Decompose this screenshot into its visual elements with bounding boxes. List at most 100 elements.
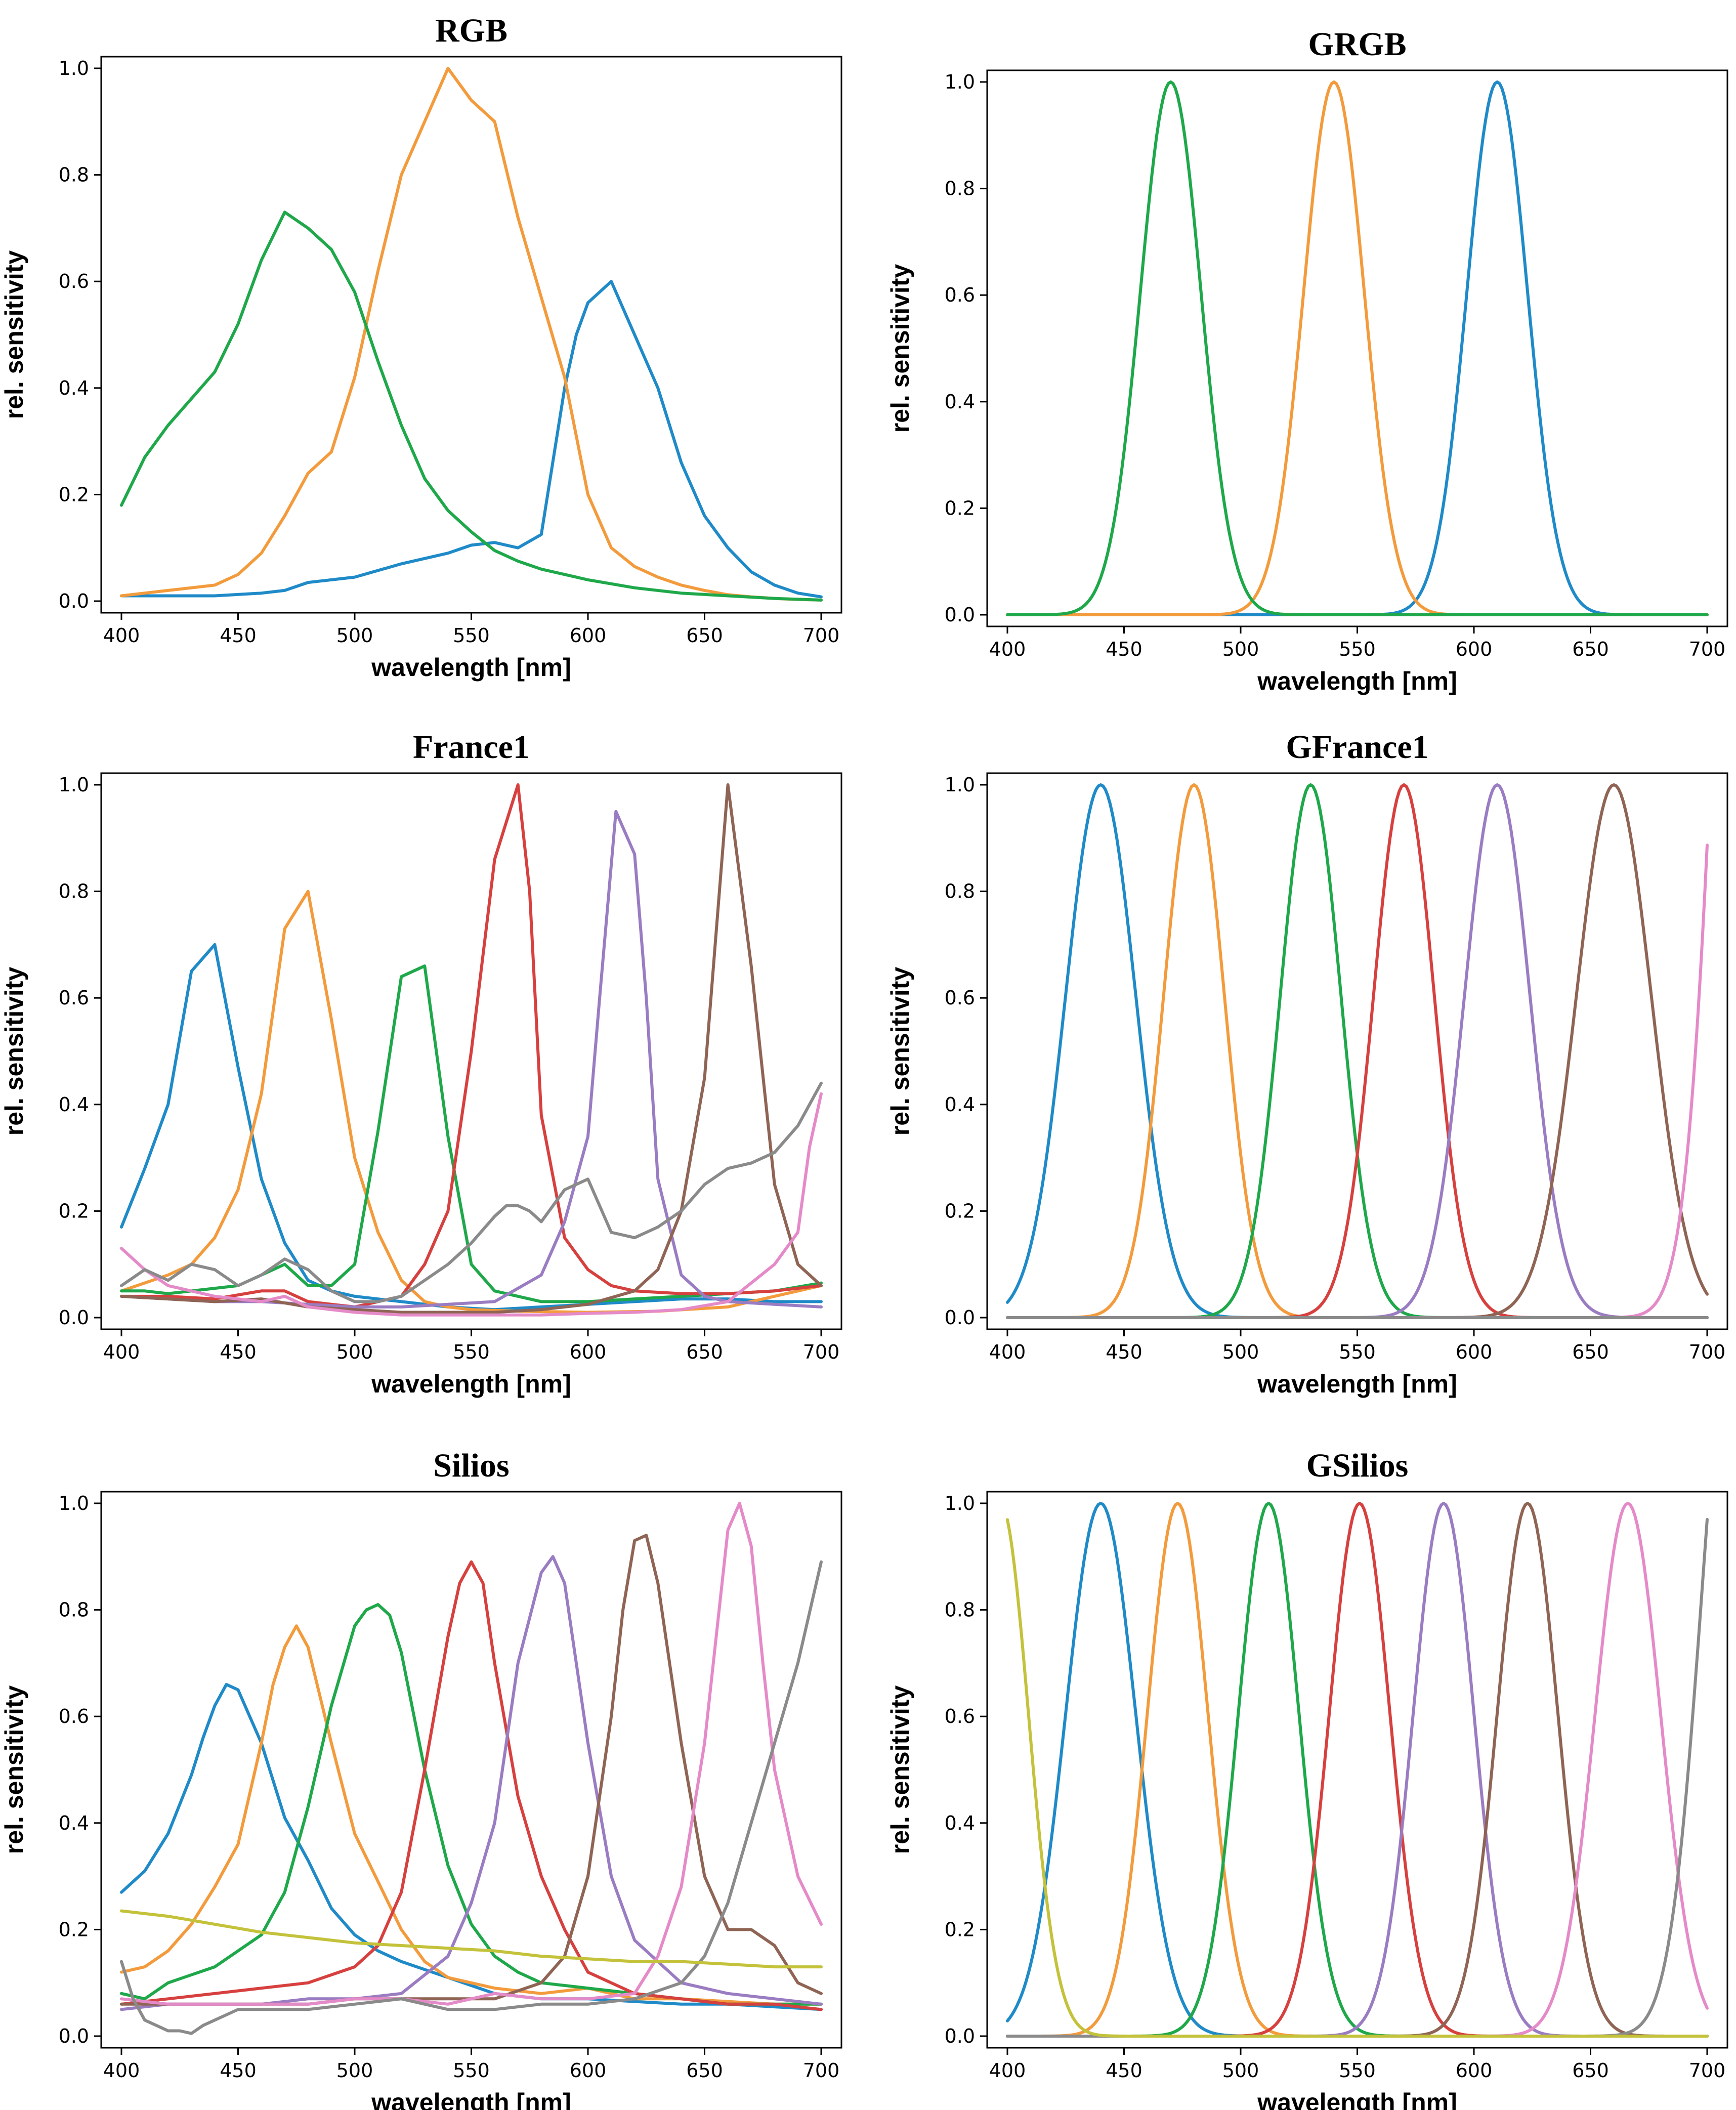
- y-tick-label: 0.8: [945, 178, 975, 200]
- y-tick-label: 0.4: [945, 1812, 975, 1834]
- x-tick-label: 650: [686, 2059, 723, 2082]
- x-tick-label: 600: [570, 2059, 607, 2082]
- x-tick-label: 500: [336, 2059, 373, 2082]
- series-line-band1: [1006, 1502, 1709, 2038]
- y-tick-label: 0.6: [945, 284, 975, 306]
- series-line-band1: [120, 943, 823, 1312]
- x-tick-label: 400: [989, 2059, 1026, 2082]
- series-line-band8: [1006, 1518, 1709, 2038]
- x-tick-label: 600: [570, 624, 607, 647]
- x-axis-label: wavelength [nm]: [1257, 2088, 1457, 2110]
- y-tick-label: 0.8: [59, 1599, 89, 1621]
- y-tick-label: 1.0: [59, 57, 89, 79]
- series-line-band2: [120, 1624, 823, 2006]
- y-tick-label: 0.6: [945, 987, 975, 1009]
- y-tick-label: 0.0: [59, 1306, 89, 1329]
- y-tick-label: 0.2: [59, 1200, 89, 1222]
- y-tick-label: 1.0: [945, 774, 975, 796]
- x-axis-label: wavelength [nm]: [1257, 667, 1457, 695]
- x-tick-label: 550: [453, 624, 490, 647]
- x-tick-label: 400: [989, 1341, 1026, 1363]
- x-tick-label: 500: [1222, 2059, 1259, 2082]
- x-tick-label: 600: [1456, 1341, 1493, 1363]
- x-tick-label: 400: [103, 2059, 140, 2082]
- y-tick-label: 0.0: [59, 2025, 89, 2047]
- x-tick-label: 650: [686, 1341, 723, 1363]
- series-line-band7: [1006, 1502, 1709, 2038]
- series-line-band4: [1006, 783, 1709, 1319]
- series-line-band6: [120, 1534, 823, 2006]
- series-line-band4: [1006, 1502, 1709, 2038]
- y-tick-label: 0.2: [945, 497, 975, 519]
- chart-panel-2: GRGB 400 450 500 550 600 650 700 0.0 0.2 0.4 0.6 0.8…: [886, 26, 1728, 695]
- plot-frame: [100, 56, 842, 614]
- series-line-band1: [120, 1683, 823, 2011]
- series-line-band8: [120, 1081, 823, 1303]
- y-tick-label: 0.6: [59, 270, 89, 292]
- y-axis-label: rel. sensitivity: [0, 967, 28, 1136]
- chart-panel-3: France1 400 450 500 550 600 650 700 0.0 0.2 0.4 0.6…: [0, 729, 842, 1398]
- x-axis-label: wavelength [nm]: [1257, 1370, 1457, 1398]
- x-tick-label: 400: [103, 624, 140, 647]
- series-line-band6: [1006, 1502, 1709, 2038]
- x-tick-label: 500: [336, 624, 373, 647]
- x-tick-label: 450: [220, 2059, 257, 2082]
- series-line-band8: [120, 1560, 823, 2035]
- y-axis-label: rel. sensitivity: [886, 1685, 914, 1854]
- x-tick-label: 700: [803, 2059, 840, 2082]
- x-axis-label: wavelength [nm]: [371, 653, 571, 682]
- y-tick-label: 0.0: [945, 1306, 975, 1329]
- chart-title: GRGB: [1308, 26, 1406, 63]
- series-line-band5: [1006, 783, 1709, 1319]
- series-line-band9: [1006, 1518, 1709, 2038]
- x-tick-label: 700: [803, 1341, 840, 1363]
- y-tick-label: 0.6: [59, 1705, 89, 1727]
- y-axis-label: rel. sensitivity: [0, 250, 28, 419]
- y-tick-label: 1.0: [945, 71, 975, 93]
- y-tick-label: 0.2: [945, 1200, 975, 1222]
- series-line-band2: [120, 890, 823, 1314]
- x-tick-label: 600: [1456, 638, 1493, 660]
- y-tick-label: 0.4: [945, 1093, 975, 1116]
- y-tick-label: 0.4: [945, 391, 975, 413]
- series-line-band7: [120, 1092, 823, 1317]
- x-tick-label: 400: [989, 638, 1026, 660]
- x-tick-label: 700: [1689, 2059, 1726, 2082]
- y-tick-label: 0.4: [59, 1812, 89, 1834]
- x-tick-label: 650: [686, 624, 723, 647]
- y-tick-label: 1.0: [945, 1492, 975, 1514]
- series-line-band4: [120, 1560, 823, 2011]
- series-line-band2: [1006, 783, 1709, 1319]
- series-line-R: [120, 280, 823, 599]
- x-tick-label: 650: [1572, 2059, 1609, 2082]
- x-axis-label: wavelength [nm]: [371, 1370, 571, 1398]
- y-axis-label: rel. sensitivity: [886, 967, 914, 1136]
- x-tick-label: 700: [1689, 1341, 1726, 1363]
- series-line-B: [120, 210, 823, 602]
- x-tick-label: 450: [1106, 1341, 1142, 1363]
- series-line-band2: [1006, 1502, 1709, 2038]
- series-line-band5: [1006, 1502, 1709, 2038]
- x-tick-label: 450: [220, 624, 257, 647]
- y-tick-label: 0.8: [945, 880, 975, 903]
- y-tick-label: 1.0: [59, 1492, 89, 1514]
- x-tick-label: 450: [220, 1341, 257, 1363]
- x-tick-label: 650: [1572, 1341, 1609, 1363]
- series-line-band3: [1006, 783, 1709, 1319]
- x-tick-label: 700: [1689, 638, 1726, 660]
- y-axis-label: rel. sensitivity: [886, 264, 914, 433]
- chart-title: RGB: [435, 12, 507, 49]
- series-line-band9: [120, 1909, 823, 1969]
- series-line-G: [120, 67, 823, 602]
- series-line-band3: [1006, 1502, 1709, 2038]
- x-tick-label: 500: [1222, 638, 1259, 660]
- series-line-band5: [120, 1555, 823, 2011]
- y-tick-label: 0.8: [59, 880, 89, 903]
- chart-panel-6: GSilios 400 450 500 550 600 650 700 0.0 0.2 0.4 0.6…: [886, 1447, 1728, 2110]
- y-tick-label: 0.4: [59, 1093, 89, 1116]
- x-tick-label: 550: [453, 2059, 490, 2082]
- y-tick-label: 0.0: [59, 590, 89, 612]
- x-tick-label: 700: [803, 624, 840, 647]
- x-tick-label: 550: [1339, 1341, 1376, 1363]
- y-tick-label: 0.8: [59, 164, 89, 186]
